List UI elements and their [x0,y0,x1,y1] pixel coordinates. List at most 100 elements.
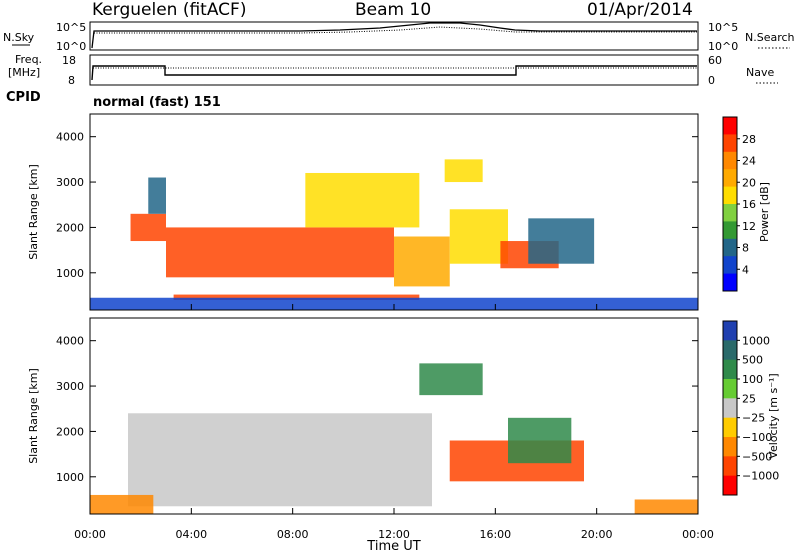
velocity-colorbar-swatch [723,456,737,477]
power-colorbar-swatch [723,186,737,205]
x-tick-label: 04:00 [175,528,207,541]
power-region-0 [130,213,166,242]
velocity-colorbar-swatch [723,321,737,341]
y-tick-label: 4000 [56,335,84,348]
search-noise-line [94,26,697,34]
velocity-data [90,363,698,514]
velocity-panel: 4000 3000 2000 1000 Slant Range [km] 1000 50… [27,317,780,515]
velocity-colorbar-swatch [723,437,737,457]
velocity-colorbar-swatch [723,359,737,380]
velocity-colorbar-swatch [723,398,737,419]
power-region-5 [148,177,166,214]
power-colorbar-swatch [723,117,737,135]
velocity-y-axis: 4000 3000 2000 1000 [56,335,698,484]
velocity-colorbar-tick-label: 25 [742,392,756,405]
power-colorbar-swatch [723,151,737,170]
frequency-line [91,65,697,81]
velocity-colorbar-tick-label: 100 [742,373,763,386]
power-colorbar-label: Power [dB] [758,182,771,242]
power-y-axis: 4000 3000 2000 1000 [56,131,698,280]
power-colorbar-tick-label: 20 [742,176,756,189]
velocity-colorbar-tick-label: −500 [742,450,772,463]
x-tick-label: 12:00 [378,528,410,541]
velocity-colorbar-swatch [723,475,737,496]
power-region-4 [173,294,420,301]
velocity-region-5 [634,499,698,514]
frequency-panel: Freq. [MHz] 18 8 60 0 Nave [8,53,778,87]
power-panel: 4000 3000 2000 1000 Slant Range [km] 28 24 20… [27,113,771,311]
velocity-y-label: Slant Range [km] [27,368,40,464]
power-colorbar-tick-label: 24 [742,155,756,168]
date-label: 01/Apr/2014 [587,0,693,20]
y-tick-label: 3000 [56,176,84,189]
freq-label-1: Freq. [15,53,42,66]
power-colorbar-tick-label: 28 [742,133,756,146]
station-title: Kerguelen (fitACF) [92,0,246,20]
power-colorbar-swatch [723,238,737,257]
power-colorbar-swatch [723,204,737,222]
power-y-label: Slant Range [km] [27,164,40,260]
cpid-value: normal (fast) 151 [93,95,221,110]
velocity-colorbar-tick-label: −1000 [742,470,779,483]
velocity-colorbar-tick-label: −100 [742,431,772,444]
power-region-3 [449,209,508,264]
power-region-1 [166,227,394,278]
freq-tick-lo: 8 [68,74,75,87]
power-colorbar-swatch [723,221,737,240]
power-colorbar-tick-label: 4 [742,263,749,276]
x-tick-label: 00:00 [682,528,714,541]
power-region-2 [394,236,450,287]
y-tick-label: 1000 [56,471,84,484]
power-colorbar-swatch [723,273,737,292]
velocity-colorbar-tick-label: 500 [742,354,763,367]
noise-left-tick-hi: 10^5 [56,21,86,34]
nave-tick-lo: 0 [708,74,715,87]
power-colorbar-swatch [723,256,737,275]
x-tick-label: 08:00 [277,528,309,541]
power-data [90,159,698,310]
velocity-colorbar-frame [722,320,738,496]
power-colorbar-swatch [723,169,737,188]
noise-right-tick-hi: 10^5 [708,21,738,34]
x-tick-label: 16:00 [479,528,511,541]
noise-left-label: N.Sky [3,31,35,44]
velocity-colorbar: 1000 500 100 25 −25 −100 −500 −1000 [722,320,779,496]
noise-right-tick-lo: 10^0 [708,40,738,53]
velocity-region-0 [128,413,432,507]
power-colorbar-tick-label: 8 [742,242,749,255]
velocity-colorbar-tick-label: −25 [742,412,765,425]
freq-label-2: [MHz] [8,66,40,79]
cpid-label: CPID [6,90,41,105]
y-tick-label: 2000 [56,425,84,438]
noise-left-tick-lo: 10^0 [56,40,86,53]
velocity-colorbar-tick-label: 1000 [742,334,770,347]
power-colorbar-tick-label: 12 [742,220,756,233]
y-tick-label: 4000 [56,131,84,144]
velocity-colorbar-swatch [723,379,737,399]
velocity-colorbar-swatch [723,417,737,438]
velocity-region-4 [90,494,154,514]
beam-label: Beam 10 [355,0,431,20]
power-colorbar: 28 24 20 16 12 8 4 [722,116,756,292]
noise-panel: N.Sky 10^5 10^0 10^5 10^0 N.Search [3,21,795,53]
nave-label: Nave [746,66,774,79]
velocity-region-2 [419,363,483,396]
velocity-region-3 [508,417,572,464]
power-region-10 [90,297,698,310]
sky-noise-line [91,22,697,49]
y-tick-label: 2000 [56,221,84,234]
noise-right-label: N.Search [745,31,795,44]
power-region-9 [528,218,595,264]
velocity-colorbar-label: Velocity [m s⁻¹] [767,373,780,458]
x-tick-label: 20:00 [581,528,613,541]
power-region-6 [305,172,420,228]
freq-tick-hi: 18 [62,54,76,67]
velocity-colorbar-swatch [723,340,737,361]
nave-tick-hi: 60 [708,54,722,67]
y-tick-label: 1000 [56,267,84,280]
power-colorbar-tick-label: 16 [742,198,756,211]
x-tick-label: 00:00 [74,528,106,541]
x-axis-label: Time UT [366,539,420,554]
y-tick-label: 3000 [56,380,84,393]
